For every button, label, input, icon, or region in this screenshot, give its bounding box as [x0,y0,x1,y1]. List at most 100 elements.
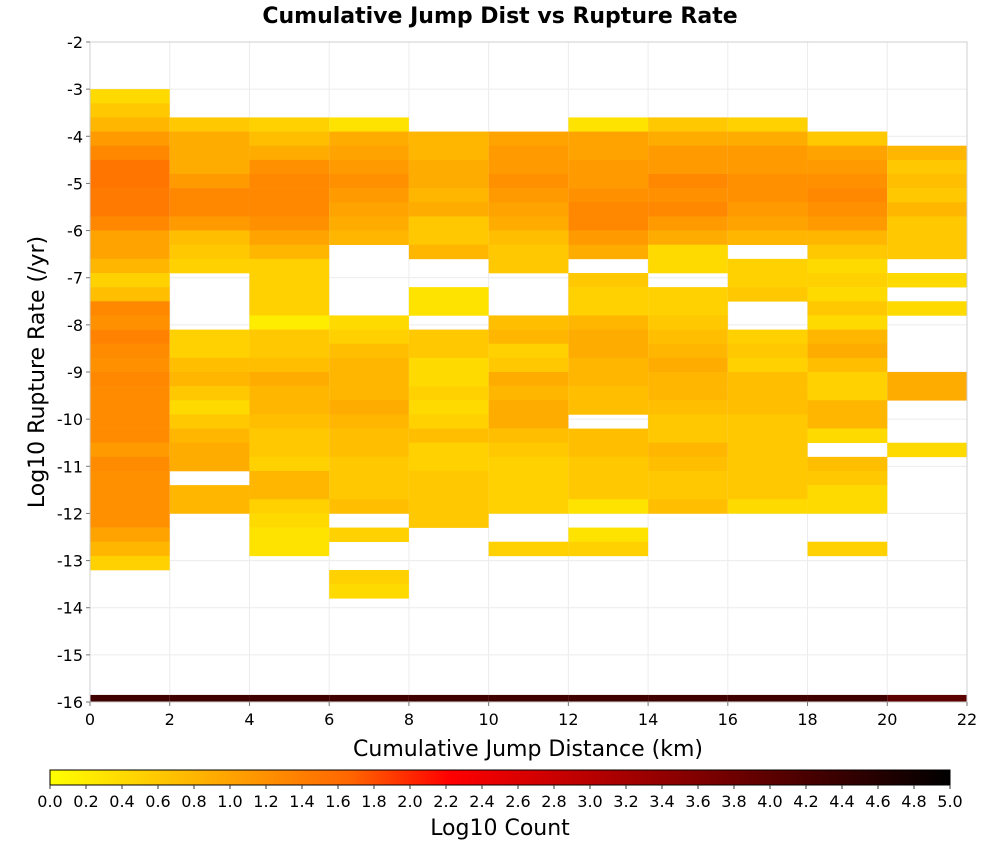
heatmap-cell [727,216,808,231]
heatmap-cell [568,329,649,345]
colorbar-tick-label: 4.2 [793,792,818,811]
colorbar-tick-label: 3.6 [685,792,710,811]
heatmap-cell [727,357,808,373]
heatmap-cell [568,471,649,486]
heatmap-cell [90,372,170,387]
heatmap-cell [329,570,409,585]
heatmap-cell [169,216,250,231]
y-tick-label: -7 [67,269,83,288]
heatmap-cell [488,216,569,231]
colorbar-tick-label: 1.8 [361,792,386,811]
heatmap-cell [488,131,569,147]
heatmap-cell [408,471,489,486]
heatmap-cell [488,315,569,330]
heatmap-cell [408,485,489,500]
heatmap-cell [249,499,330,514]
heatmap-cell [807,258,888,274]
heatmap-cell [169,329,250,345]
heatmap-cell [727,202,808,217]
heatmap-cell [807,145,888,161]
heatmap-cell [488,202,569,217]
heatmap-cell [648,456,728,472]
heatmap-cell [648,442,728,458]
heatmap-cell [329,216,409,231]
heatmap-cell [169,485,250,500]
heatmap-cell [329,145,409,161]
heatmap-cell [648,287,728,302]
heatmap-cell [568,386,649,401]
heatmap-cell [249,694,330,702]
heatmap-cell [329,343,409,359]
heatmap-cell [408,694,489,702]
heatmap-cell [329,386,409,401]
heatmap-cell [90,89,170,104]
heatmap-cell [807,541,888,557]
heatmap-cell [169,694,250,702]
x-tick-label: 2 [165,710,175,729]
heatmap-cell [408,131,489,147]
heatmap-cell [568,315,649,330]
heatmap-cell [887,301,967,316]
colorbar-tick-label: 5.0 [937,792,962,811]
heatmap-cell [648,372,728,387]
heatmap-cell [488,159,569,175]
heatmap-cell [648,117,728,132]
colorbar-tick-label: 3.8 [721,792,746,811]
heatmap-cell [568,499,649,514]
colorbar-tick-label: 3.4 [649,792,674,811]
heatmap-cell [807,372,888,387]
heatmap-cell [807,159,888,175]
heatmap-cell [568,694,649,702]
heatmap-cell [249,357,330,373]
heatmap-cell [887,145,967,161]
heatmap-cell [807,188,888,203]
heatmap-cell [90,343,170,359]
chart-title: Cumulative Jump Dist vs Rupture Rate [262,4,737,29]
heatmap-cell [887,386,967,401]
heatmap-cell [807,428,888,444]
heatmap-cell [648,357,728,373]
heatmap-cell [648,471,728,486]
heatmap-cell [90,400,170,415]
heatmap-cell [90,202,170,217]
heatmap-cell [408,428,489,444]
heatmap-cell [887,230,967,246]
x-tick-label: 16 [718,710,738,729]
heatmap-cell [408,456,489,472]
heatmap-cell [887,188,967,203]
colorbar-tick-label: 1.2 [253,792,278,811]
heatmap-cell [90,357,170,373]
heatmap-cell [807,499,888,514]
heatmap-cell [329,188,409,203]
heatmap-cell [169,244,250,260]
heatmap-cell [887,273,967,288]
heatmap-cell [90,159,170,175]
x-tick-label: 4 [244,710,254,729]
heatmap-cell [249,159,330,175]
heatmap-cell [807,357,888,373]
heatmap-cell [568,428,649,444]
heatmap-cell [408,174,489,189]
heatmap-cell [727,485,808,500]
x-tick-label: 8 [404,710,414,729]
heatmap-cell [727,287,808,302]
heatmap-cell [329,527,409,543]
colorbar-tick-label: 0.8 [181,792,206,811]
heatmap-cell [727,442,808,458]
y-tick-label: -16 [57,693,83,712]
heatmap-cell [648,159,728,175]
heatmap-cell [727,400,808,415]
heatmap-cell [169,159,250,175]
heatmap-cell [488,357,569,373]
heatmap-cell [727,343,808,359]
colorbar-tick-label: 4.6 [865,792,890,811]
heatmap-cell [807,414,888,429]
heatmap-cell [329,456,409,472]
heatmap-cell [90,315,170,330]
heatmap-cell [169,258,250,274]
heatmap-cell [169,428,250,444]
heatmap-cell [408,202,489,217]
heatmap-cell [169,343,250,359]
heatmap-cell [727,145,808,161]
heatmap-cell [249,315,330,330]
